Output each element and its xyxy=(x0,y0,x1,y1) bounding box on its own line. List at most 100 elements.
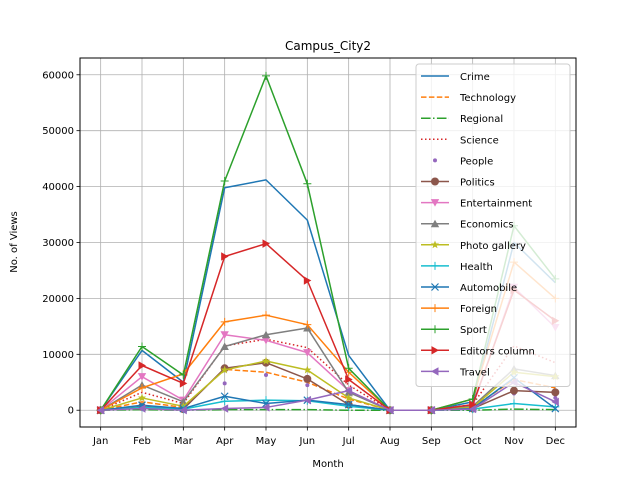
x-axis: Jan Feb Mar Apr May Jun Jul Aug Sep Oct Nov Dec xyxy=(92,427,565,447)
legend-entry: Technology xyxy=(421,93,516,104)
legend-entry: Politics xyxy=(421,177,495,189)
data-point xyxy=(303,349,312,357)
legend-label: Technology xyxy=(459,93,516,104)
data-point xyxy=(138,383,146,392)
legend-entry: Crime xyxy=(421,72,490,83)
legend-marker xyxy=(431,177,439,186)
y-tick-label: 10000 xyxy=(42,350,74,361)
data-point xyxy=(344,402,353,411)
x-tick-label: Apr xyxy=(216,436,234,447)
data-point xyxy=(303,179,312,188)
data-point xyxy=(469,400,477,409)
x-tick-label: Aug xyxy=(380,436,400,447)
x-tick-label: Jun xyxy=(299,436,316,447)
legend-marker xyxy=(431,325,439,334)
legend-marker xyxy=(430,199,440,207)
y-tick-label: 40000 xyxy=(42,182,74,193)
data-point xyxy=(303,365,312,374)
data-point xyxy=(138,404,146,413)
data-point xyxy=(303,374,312,383)
legend-label: Travel xyxy=(459,367,490,378)
data-point xyxy=(222,381,227,386)
legend-entry: Foreign xyxy=(421,304,497,315)
x-tick-label: Sep xyxy=(422,436,441,447)
data-point xyxy=(220,404,229,413)
legend: Crime Technology Regional Science People Poli… xyxy=(415,63,571,387)
data-point xyxy=(220,365,229,374)
data-point xyxy=(220,397,229,406)
legend-label: Science xyxy=(460,135,499,146)
data-point xyxy=(344,393,353,402)
y-axis-title: No. of Views xyxy=(9,211,20,273)
series-line xyxy=(100,399,556,411)
data-point xyxy=(262,403,270,412)
data-point xyxy=(138,361,146,370)
data-point xyxy=(220,331,229,339)
legend-label: Health xyxy=(460,262,493,273)
legend-marker xyxy=(431,304,439,313)
legend-entry: Sport xyxy=(421,325,487,336)
legend-label: Economics xyxy=(460,220,514,231)
legend-marker xyxy=(430,219,440,228)
series-travel xyxy=(96,378,559,415)
legend-box xyxy=(415,63,571,387)
x-tick-label: May xyxy=(256,436,277,447)
data-point xyxy=(344,364,353,373)
data-point xyxy=(305,383,310,388)
x-tick-label: Mar xyxy=(174,436,194,447)
data-point xyxy=(221,252,229,261)
data-point xyxy=(303,276,312,285)
data-point xyxy=(179,406,187,415)
data-point xyxy=(220,392,229,401)
legend-marker xyxy=(430,240,440,249)
data-point xyxy=(344,400,353,409)
data-point xyxy=(220,317,229,326)
legend-marker xyxy=(431,346,439,355)
series-line xyxy=(100,360,556,411)
data-point xyxy=(551,388,560,397)
legend-label: Foreign xyxy=(460,304,497,315)
data-point xyxy=(262,239,270,248)
data-point xyxy=(220,177,229,185)
data-point xyxy=(345,375,353,384)
legend-label: Automobile xyxy=(460,283,517,294)
legend-entry: Regional xyxy=(421,114,503,125)
x-tick-label: Oct xyxy=(464,436,481,447)
data-point xyxy=(262,71,270,80)
chart-title: Campus_City2 xyxy=(285,39,371,53)
legend-entry: Travel xyxy=(421,367,490,378)
legend-entry: Editors column xyxy=(421,346,535,357)
data-point xyxy=(220,342,229,350)
data-point xyxy=(262,311,270,320)
data-point xyxy=(551,397,559,407)
legend-marker xyxy=(431,261,439,270)
x-tick-label: Nov xyxy=(504,436,524,447)
series-line xyxy=(100,377,556,411)
series-line xyxy=(100,368,556,411)
legend-entry: Health xyxy=(421,262,493,273)
data-point xyxy=(137,373,147,381)
data-point xyxy=(138,342,146,351)
data-point xyxy=(468,404,477,414)
x-tick-label: Feb xyxy=(133,436,151,447)
data-point xyxy=(303,320,312,329)
legend-label: Sport xyxy=(460,325,487,336)
data-point xyxy=(551,404,560,413)
data-point xyxy=(427,406,435,415)
legend-entry: Entertainment xyxy=(421,199,532,210)
legend-label: Crime xyxy=(460,72,490,83)
y-tick-label: 60000 xyxy=(42,70,74,81)
data-point xyxy=(96,406,105,415)
data-point xyxy=(553,395,558,400)
legend-label: Regional xyxy=(460,114,503,125)
y-tick-label: 50000 xyxy=(42,126,74,137)
x-axis-title: Month xyxy=(312,459,343,470)
series-line xyxy=(100,381,556,411)
legend-entry: Photo gallery xyxy=(421,240,526,252)
y-tick-label: 0 xyxy=(68,406,74,417)
legend-marker xyxy=(431,283,439,291)
legend-marker xyxy=(433,158,437,163)
legend-entry: Science xyxy=(421,135,499,146)
data-point xyxy=(264,373,268,378)
